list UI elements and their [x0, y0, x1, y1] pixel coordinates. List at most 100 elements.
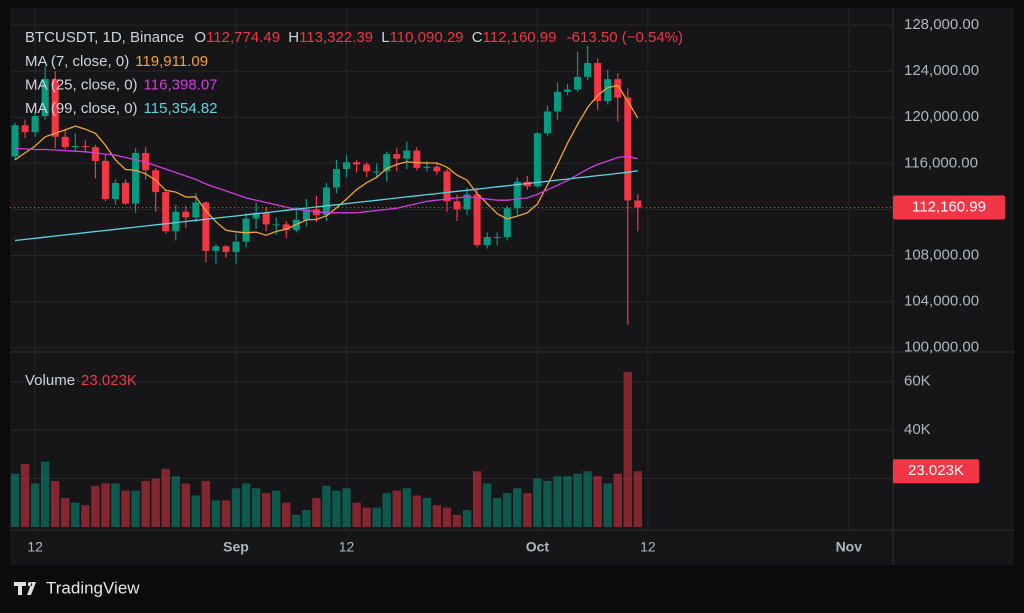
volume-bar — [633, 471, 643, 527]
candle-body — [91, 147, 99, 161]
volume-bar — [513, 488, 522, 527]
volume-bar — [181, 483, 191, 527]
candle-body — [473, 194, 481, 246]
volume-bar — [30, 483, 40, 527]
ma-line — [14, 84, 639, 236]
candle-body — [262, 212, 270, 225]
volume-bar — [282, 502, 291, 527]
volume-bar — [342, 488, 351, 527]
volume-bar — [462, 510, 472, 527]
candle-body — [584, 63, 592, 77]
ma-name: MA (99, close, 0) — [25, 100, 138, 117]
volume-bar — [312, 497, 321, 527]
candle-body — [393, 154, 401, 159]
candle-body — [483, 237, 491, 246]
candle-body — [71, 146, 79, 148]
volume-bar — [201, 480, 211, 527]
volume-bar — [432, 505, 442, 527]
ohlc-value: 113,322.39 — [299, 29, 373, 46]
volume-legend: Volume 23.023K — [25, 372, 137, 389]
x-tick-label: 12 — [640, 539, 656, 555]
candle-body — [152, 170, 160, 193]
candle-body — [332, 169, 340, 188]
volume-bar — [442, 507, 452, 527]
ma-line — [14, 170, 638, 242]
candle-body — [343, 162, 351, 170]
candle-body — [423, 166, 431, 168]
candle-body — [81, 146, 89, 148]
volume-bar — [141, 480, 150, 527]
y-tick-label: 124,000.00 — [904, 62, 979, 79]
ma-legend: MA (99, close, 0) 115,354.82 — [25, 100, 218, 117]
ma-legend: MA (7, close, 0) 119,911.09 — [25, 53, 208, 70]
candle-body — [403, 150, 411, 159]
volume-bar — [563, 476, 572, 527]
candle-body — [553, 91, 561, 112]
volume-bar — [101, 483, 110, 527]
price-badge — [893, 195, 1005, 220]
volume-bar — [422, 497, 432, 527]
candle-body — [413, 150, 421, 168]
price-badge-label: 112,160.99 — [912, 199, 986, 216]
candle-body — [212, 246, 220, 251]
candle-body — [252, 212, 260, 219]
legend: BTCUSDT, 1D, Binance O112,774.49 H113,32… — [25, 29, 683, 389]
volume-bar — [171, 476, 180, 527]
candle-body — [383, 154, 391, 172]
volume-bar — [292, 514, 301, 527]
volume-bar — [71, 502, 80, 527]
candle-body — [272, 224, 280, 226]
volume-bar — [191, 495, 201, 527]
ma-line — [14, 147, 638, 214]
change: -613.50 (−0.54%) — [567, 29, 683, 46]
candle-body — [453, 201, 461, 210]
volume-bar — [382, 493, 391, 527]
y-tick-label: 128,000.00 — [904, 16, 979, 33]
candle-body — [222, 246, 230, 253]
volume-bar — [452, 514, 462, 527]
x-tick-label: 12 — [339, 539, 355, 555]
candle-body — [634, 200, 642, 208]
candle-body — [493, 237, 501, 239]
candle-body — [503, 208, 511, 238]
volume-pane — [10, 371, 643, 527]
ohlc-label: H — [288, 29, 299, 46]
volume-bar — [523, 493, 532, 527]
candle-body — [41, 79, 49, 117]
volume-bar — [492, 497, 502, 527]
ohlc-value: 110,090.29 — [390, 29, 464, 46]
ohlc-label: O — [194, 29, 206, 46]
y2-tick-label: 40K — [904, 421, 931, 438]
volume-bar — [362, 507, 371, 527]
volume-bar — [81, 505, 90, 527]
symbol: BTCUSDT, 1D, Binance — [25, 29, 184, 46]
volume-badge — [893, 459, 979, 484]
volume-badge-label: 23.023K — [908, 462, 964, 479]
volume-bar — [241, 483, 251, 527]
candle-body — [162, 192, 170, 232]
candle-body — [51, 79, 59, 137]
y2-tick-label: 60K — [904, 373, 931, 390]
candle-body — [624, 97, 632, 201]
candle-body — [353, 162, 361, 165]
volume-bar — [151, 478, 160, 527]
header-line: BTCUSDT, 1D, Binance O112,774.49 H113,32… — [25, 29, 683, 46]
volume-bar — [623, 371, 633, 527]
volume-bar — [593, 476, 602, 527]
candle-body — [182, 211, 190, 218]
candle-body — [433, 166, 441, 172]
axes: 100,000.00104,000.00108,000.00112,000.00… — [27, 16, 1005, 555]
ohlc-value: 112,774.49 — [206, 29, 280, 46]
candle-body — [443, 171, 451, 202]
candle-body — [463, 194, 471, 210]
volume-bar — [412, 495, 422, 527]
ma-name: MA (25, close, 0) — [25, 76, 138, 93]
candle-body — [172, 211, 180, 232]
y-tick-label: 108,000.00 — [904, 246, 979, 263]
volume-bar — [251, 488, 261, 527]
volume-bar — [332, 490, 341, 527]
candle-body — [363, 164, 371, 172]
volume-bar — [543, 480, 552, 527]
